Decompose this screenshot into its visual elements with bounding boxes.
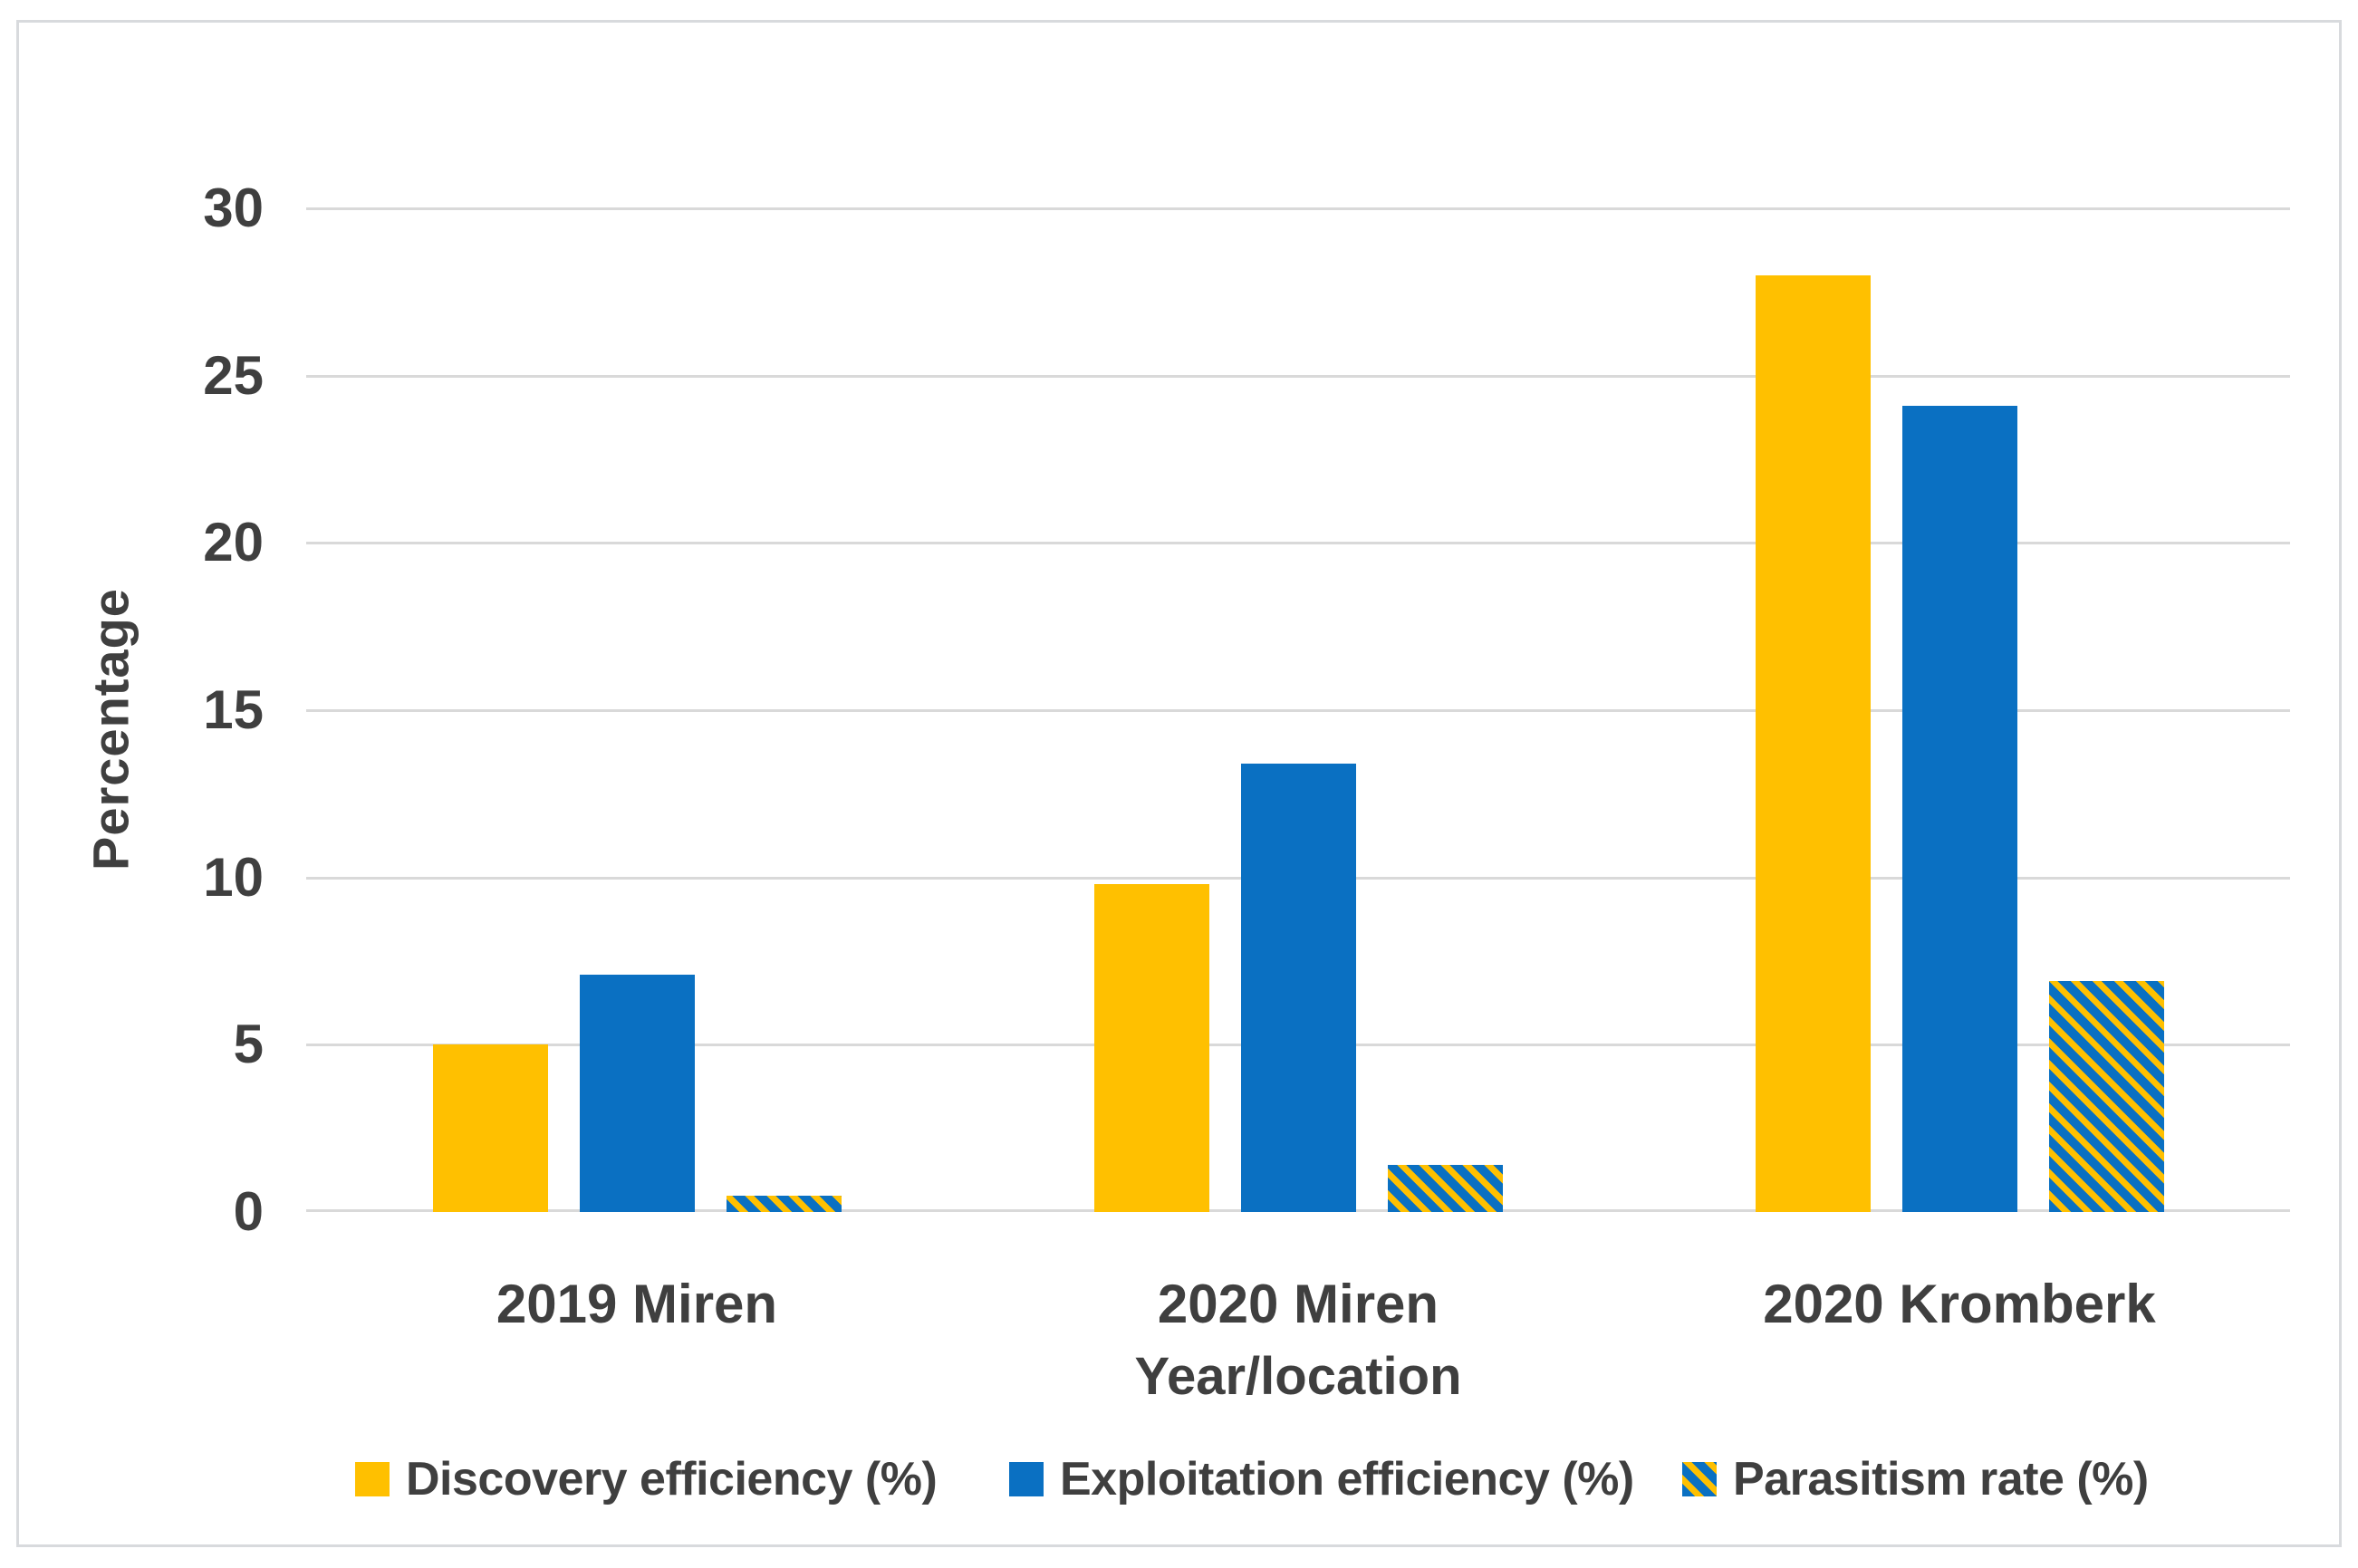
bar-exploitation-efficiency-2020-miren [1241,764,1356,1212]
bar-exploitation-efficiency-2020-kromberk [1902,406,2017,1212]
legend-swatch-parasitism-rate [1682,1462,1717,1496]
bar-discovery-efficiency-2020-miren [1094,884,1209,1212]
legend: Discovery efficiency (%) Exploitation eff… [19,1448,2339,1511]
y-tick-label-0: 0 [233,1181,264,1242]
y-tick-label-5: 5 [233,1014,264,1074]
bar-parasitism-rate-2020-miren [1388,1165,1503,1212]
y-tick-label-25: 25 [203,345,264,406]
bar-exploitation-efficiency-2019-miren [580,975,695,1212]
legend-item-parasitism-rate: Parasitism rate (%) [1682,1448,2149,1511]
legend-label-parasitism-rate: Parasitism rate (%) [1733,1453,2149,1505]
plot-area [306,207,2290,1212]
gridline-y-15 [306,709,2290,712]
legend-item-discovery-efficiency: Discovery efficiency (%) [355,1448,938,1511]
x-axis-title: Year/location [1134,1347,1462,1406]
legend-swatch-exploitation-efficiency [1009,1462,1044,1496]
category-label-2020-miren: 2020 Miren [1157,1274,1439,1334]
gridline-y-25 [306,375,2290,378]
bar-discovery-efficiency-2020-kromberk [1756,275,1871,1212]
bar-parasitism-rate-2019-miren [727,1196,842,1212]
y-tick-label-20: 20 [203,512,264,572]
bar-parasitism-rate-2020-kromberk [2049,981,2164,1212]
legend-label-discovery-efficiency: Discovery efficiency (%) [406,1453,938,1505]
category-label-2020-kromberk: 2020 Kromberk [1763,1274,2156,1334]
y-tick-label-15: 15 [203,679,264,740]
legend-label-exploitation-efficiency: Exploitation efficiency (%) [1060,1453,1634,1505]
bar-discovery-efficiency-2019-miren [433,1044,548,1212]
gridline-y-20 [306,542,2290,544]
gridline-y-30 [306,207,2290,210]
chart-frame: Percentage 0 5 10 15 20 25 30 2019 Miren 2020 M… [16,20,2342,1547]
y-tick-label-10: 10 [203,847,264,908]
y-tick-label-30: 30 [203,178,264,238]
legend-swatch-discovery-efficiency [355,1462,390,1496]
legend-item-exploitation-efficiency: Exploitation efficiency (%) [1009,1448,1634,1511]
category-label-2019-miren: 2019 Miren [496,1274,778,1334]
